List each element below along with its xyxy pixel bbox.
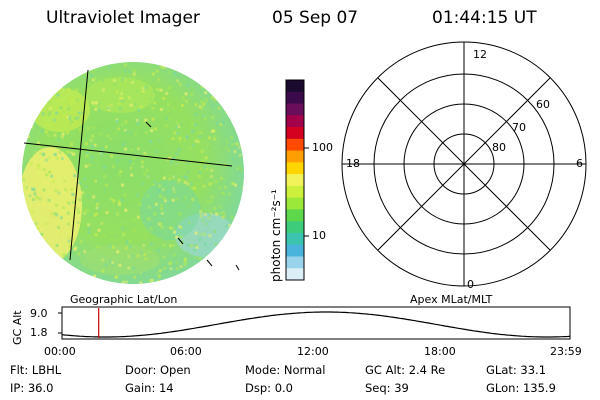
info-flt: Flt: LBHL [10,363,62,377]
colorbar-swatch [286,150,304,163]
info-ip: IP: 36.0 [10,381,54,395]
colorbar-unit-label: photon cm⁻²s⁻¹ [269,189,283,282]
info-door: Door: Open [125,363,191,377]
timeline-xtick-0600: 06:00 [170,345,202,358]
right-panel-label: Apex MLat/MLT [410,293,493,306]
colorbar-swatch [286,221,304,234]
colorbar-swatch [286,232,304,246]
date-label: 05 Sep 07 [272,8,359,28]
mlt-label-12: 12 [473,48,487,61]
colorbar-swatch [286,80,304,93]
colorbar-swatch [286,268,304,281]
info-glat: GLat: 33.1 [486,363,547,377]
colorbar-swatch [286,91,304,105]
colorbar-swatch [286,162,304,175]
time-label: 01:44:15 UT [432,8,537,28]
mlt-label-6: 6 [576,157,583,170]
timeline-y-label: GC Alt [11,310,24,345]
left-panel-label: Geographic Lat/Lon [70,293,178,306]
colorbar [285,79,309,281]
mlat-label-70: 70 [512,121,526,134]
colorbar-swatch [286,185,304,199]
instrument-title: Ultraviolet Imager [46,8,200,28]
info-gain: Gain: 14 [125,381,174,395]
timeline-ytick-9: 9.0 [30,307,48,320]
timeline-xtick-2359: 23:59 [550,345,582,358]
colorbar-swatch [286,174,304,187]
colorbar-tick-10: 10 [312,229,326,242]
mlat-label-80: 80 [492,141,506,154]
mlt-label-18: 18 [346,157,360,170]
colorbar-swatch [286,209,304,222]
altitude-timeline [58,306,571,340]
colorbar-swatch [286,103,304,116]
timeline-xtick-1200: 12:00 [297,345,329,358]
polar-plot [341,41,587,287]
mlat-label-60: 60 [536,98,550,111]
timeline-ytick-1-8: 1.8 [30,326,48,339]
colorbar-swatch [286,127,304,140]
info-dsp: Dsp: 0.0 [245,381,293,395]
colorbar-tick-100: 100 [312,141,333,154]
info-gc-alt: GC Alt: 2.4 Re [365,363,446,377]
timeline-xtick-0000: 00:00 [44,345,76,358]
timeline-xtick-1800: 18:00 [424,345,456,358]
colorbar-swatch [286,115,304,128]
info-mode: Mode: Normal [245,363,326,377]
auroral-image [22,62,244,284]
colorbar-swatch [286,138,304,152]
colorbar-swatch [286,197,304,210]
colorbar-swatch [286,244,304,257]
info-glon: GLon: 135.9 [486,381,556,395]
mlt-label-0: 0 [467,278,474,291]
colorbar-swatch [286,256,304,269]
info-seq: Seq: 39 [365,381,409,395]
